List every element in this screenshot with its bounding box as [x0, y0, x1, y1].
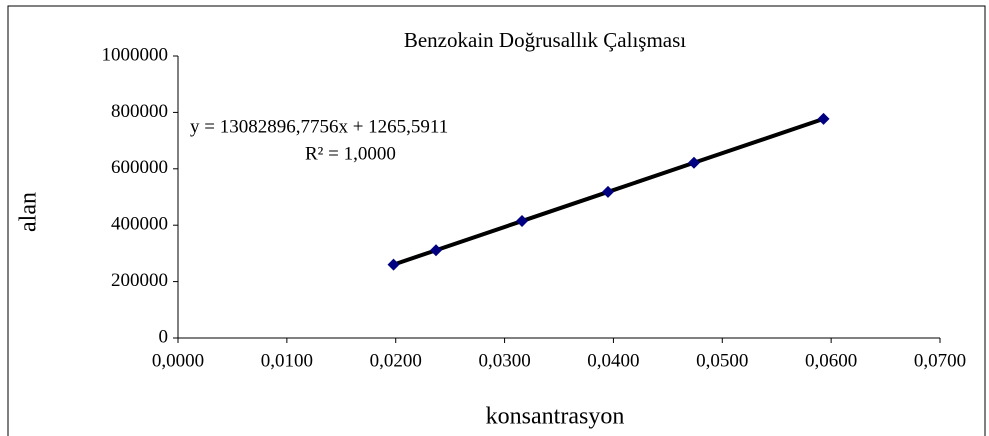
- y-tick-label: 1000000: [102, 44, 169, 65]
- y-tick-label: 200000: [111, 270, 168, 291]
- chart-title: Benzokain Doğrusallık Çalışması: [404, 28, 686, 52]
- x-tick-label: 0,0700: [914, 350, 966, 371]
- data-point: [515, 215, 528, 228]
- data-point: [387, 258, 400, 271]
- x-tick-label: 0,0600: [805, 350, 857, 371]
- equation: y = 13082896,7756x + 1265,5911: [190, 116, 448, 137]
- y-axis-label: alan: [16, 192, 42, 232]
- r-squared: R² = 1,0000: [305, 143, 396, 164]
- x-tick-label: 0,0200: [370, 350, 422, 371]
- y-tick-label: 0: [159, 326, 169, 347]
- data-point: [817, 112, 830, 125]
- x-tick-label: 0,0300: [478, 350, 530, 371]
- x-tick-label: 0,0400: [587, 350, 639, 371]
- chart-border: [7, 5, 986, 436]
- data-point: [429, 244, 442, 257]
- x-axis-label: konsantrasyon: [486, 404, 625, 430]
- x-tick-label: 0,0100: [261, 350, 313, 371]
- trend-line: [392, 116, 825, 267]
- x-tick-label: 0,0500: [696, 350, 748, 371]
- y-tick-label: 400000: [111, 214, 168, 235]
- x-tick-label: 0,0000: [152, 350, 204, 371]
- y-tick-label: 800000: [111, 101, 168, 122]
- data-point: [687, 156, 700, 169]
- data-point: [601, 185, 614, 198]
- y-tick-label: 600000: [111, 157, 168, 178]
